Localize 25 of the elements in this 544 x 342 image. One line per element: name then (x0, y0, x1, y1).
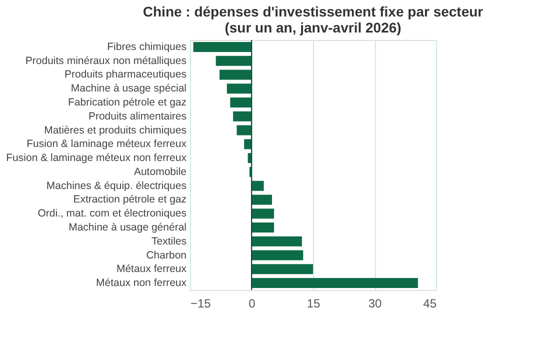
y-tick-label: Extraction pétrole et gaz (73, 194, 186, 206)
text: (sur un an, janv-avril 2026) (224, 20, 402, 36)
x-tick-label: 30 (368, 296, 382, 310)
y-tick-label: Fabrication pétrole et gaz (68, 96, 186, 108)
y-tick-label: Fibres chimiques (107, 40, 186, 53)
y-tick-label: Métaux non ferreux (96, 277, 188, 290)
y-tick-label: Fusion & laminage méteux non ferreux (6, 152, 188, 164)
y-tick-label: Automobile (134, 166, 187, 178)
y-tick-label: Produits minéraux non métalliques (25, 54, 186, 67)
y-tick-label: Machine à usage spécial (70, 82, 186, 95)
y-tick-label: Produits pharmaceutiques (64, 68, 186, 81)
y-tick-label: Matières et produits chimiques (44, 124, 186, 136)
y-tick-label: Métaux ferreux (116, 263, 188, 276)
x-tick-label: 0 (248, 296, 256, 310)
x-tick-label: 15 (306, 296, 320, 310)
y-tick-label: Fusion & laminage méteux ferreux (26, 138, 188, 150)
y-tick-label: Charbon (146, 249, 187, 262)
y-tick-label: Machines & équip. électriques (46, 180, 186, 192)
text: Chine : dépenses d'investissement fixe par secteur (142, 4, 484, 20)
y-tick-label: Produits alimentaires (88, 110, 186, 122)
y-tick-label: Textiles (151, 235, 186, 248)
x-tick-label: −15 (190, 296, 212, 310)
y-tick-label: Ordi., mat. com et électroniques (38, 208, 186, 220)
y-tick-label: Machine à usage général (68, 222, 186, 234)
x-tick-label: 45 (423, 296, 437, 310)
